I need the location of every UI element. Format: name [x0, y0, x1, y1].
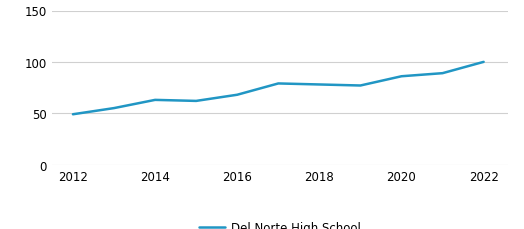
Del Norte High School	[481, 61, 487, 64]
Del Norte High School	[152, 99, 158, 102]
Del Norte High School	[234, 94, 241, 97]
Del Norte High School	[316, 84, 322, 87]
Line: Del Norte High School: Del Norte High School	[73, 63, 484, 115]
Del Norte High School	[70, 113, 76, 116]
Del Norte High School	[193, 100, 199, 103]
Del Norte High School	[398, 76, 405, 78]
Del Norte High School	[357, 85, 364, 87]
Del Norte High School	[111, 107, 117, 110]
Del Norte High School	[275, 83, 281, 85]
Legend: Del Norte High School: Del Norte High School	[195, 216, 366, 229]
Del Norte High School	[440, 72, 446, 75]
